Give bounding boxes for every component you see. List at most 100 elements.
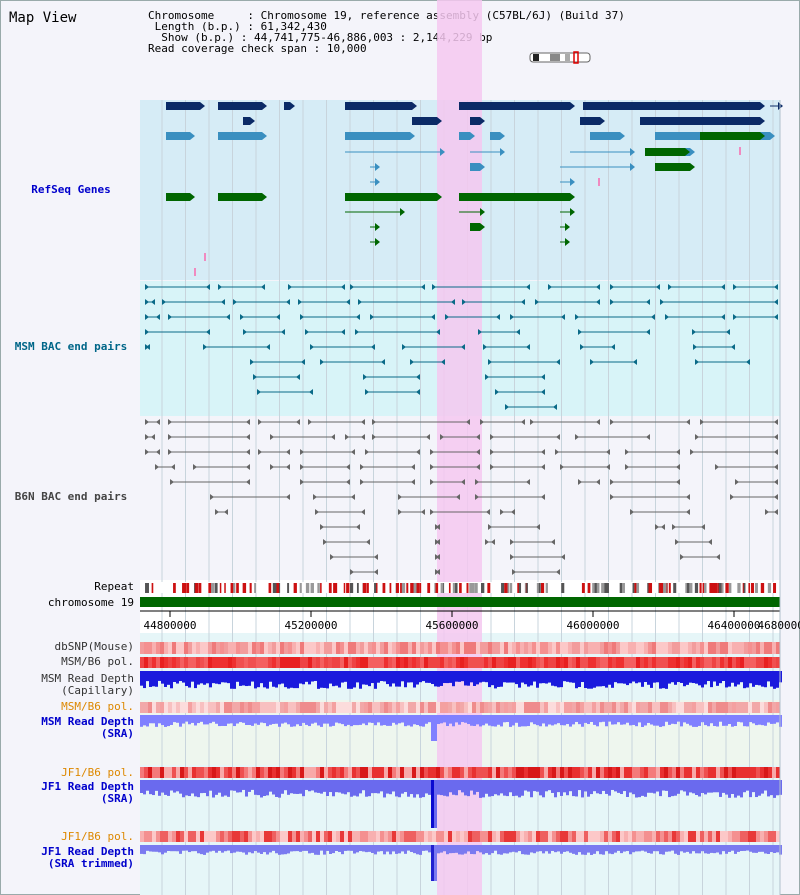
bac-end-marker [630,509,634,515]
read-depth-bar [776,845,779,853]
polymorphism-cell [152,702,156,713]
read-depth-bar [233,671,236,689]
bac-end-marker [436,539,440,545]
read-depth-bar [296,671,299,689]
read-depth-bar [302,845,305,851]
polymorphism-cell [380,767,384,778]
read-depth-bar [260,845,263,854]
polymorphism-cell [580,831,584,842]
polymorphism-cell [392,702,396,713]
read-depth-bar [167,780,170,796]
read-depth-bar [239,845,242,852]
bac-end-marker [476,464,480,470]
read-depth-bar [197,671,200,685]
polymorphism-cell [612,831,616,842]
polymorphism-cell [416,831,420,842]
polymorphism-cell [196,831,200,842]
read-depth-bar [392,671,395,684]
read-depth-bar [173,671,176,682]
polymorphism-cell [516,702,520,713]
bac-end-marker [610,494,614,500]
polymorphism-cell [464,702,468,713]
polymorphism-cell [304,831,308,842]
polymorphism-cell [504,767,508,778]
polymorphism-cell [252,657,256,668]
gene-exon [583,102,760,110]
read-depth-bar [608,845,611,854]
read-depth-bar [545,715,548,727]
read-depth-bar [368,780,371,797]
bac-end-marker [733,284,737,290]
read-depth-bar [569,715,572,727]
polymorphism-cell [188,767,192,778]
bac-end-marker [541,389,545,395]
polymorphism-cell [576,831,580,842]
coverage-key: Read coverage check span [148,42,307,55]
read-depth-bar [368,671,371,687]
read-depth-bar [692,715,695,727]
polymorphism-cell [644,831,648,842]
read-depth-bar [584,715,587,723]
bac-end-marker [162,299,166,305]
bac-end-marker [541,464,545,470]
bac-end-marker [646,329,650,335]
polymorphism-cell [744,657,748,668]
read-depth-bar [215,671,218,684]
bac-end-marker [480,419,484,425]
read-depth-bar [179,715,182,727]
polymorphism-cell [520,767,524,778]
polymorphism-cell [764,642,768,654]
gene-strand-arrow [375,223,380,231]
read-depth-bar [650,715,653,725]
bac-end-marker [358,299,362,305]
polymorphism-cell [176,831,180,842]
bac-end-marker [676,449,680,455]
polymorphism-cell [664,702,668,713]
polymorphism-cell [220,767,224,778]
polymorphism-cell [200,702,204,713]
repeat-element [773,583,776,593]
read-depth-bar [368,715,371,723]
read-depth-bar [536,845,539,852]
repeat-element [366,583,369,593]
polymorphism-cell [168,767,172,778]
bac-end-marker [296,419,300,425]
polymorphism-cell [624,831,628,842]
bac-end-marker [686,509,690,515]
polymorphism-cell [672,702,676,713]
polymorphism-cell [328,642,332,654]
bac-end-marker [774,464,778,470]
polymorphism-cell [628,702,632,713]
bac-end-marker [511,509,515,515]
polymorphism-cell [284,767,288,778]
polymorphism-cell [324,831,328,842]
read-depth-bar [245,671,248,687]
read-depth-bar [413,715,416,725]
repeat-element [400,583,402,593]
read-depth-bar [599,845,602,855]
bac-end-marker [356,524,360,530]
polymorphism-cell [260,767,264,778]
read-depth-bar [461,780,464,793]
polymorphism-cell [140,702,144,713]
repeat-element [709,583,713,593]
read-depth-bar [596,671,599,687]
read-depth-bar [422,780,425,798]
polymorphism-cell [296,831,300,842]
polymorphism-cell [524,702,528,713]
polymorphism-cell [612,702,616,713]
polymorphism-cell [348,702,352,713]
polymorphism-cell [688,831,692,842]
polymorphism-cell [596,831,600,842]
bac-end-marker [610,299,614,305]
polymorphism-cell [220,831,224,842]
read-depth-bar [629,845,632,855]
repeat-element [536,583,539,593]
ideogram-position-marker [573,51,579,64]
read-depth-bar [698,845,701,854]
polymorphism-cell [172,831,176,842]
read-depth-bar [701,845,704,852]
repeat-element [524,583,527,593]
read-depth-bar [332,715,335,726]
